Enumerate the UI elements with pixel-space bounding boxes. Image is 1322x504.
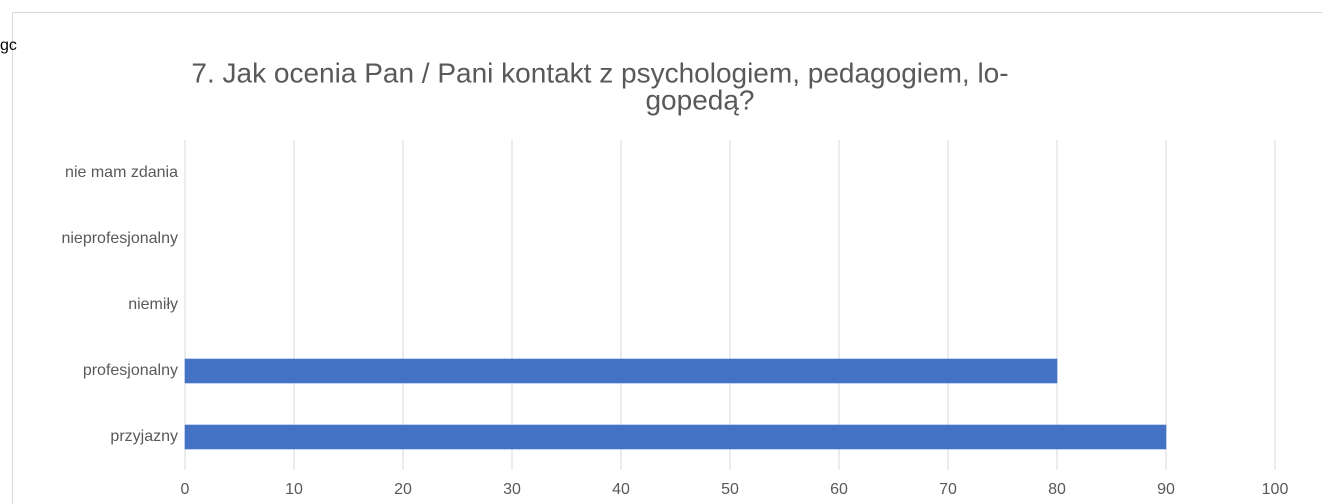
y-tick-label: przyjazny: [110, 428, 178, 445]
chart-title: 7. Jak ocenia Pan / Pani kontakt z psych…: [191, 57, 1008, 88]
page-bg: [0, 30, 11, 60]
x-tick-label: 60: [830, 481, 848, 498]
bar: [184, 424, 1167, 450]
bar: [184, 358, 1058, 384]
y-tick-label: nieprofesjonalny: [61, 230, 178, 247]
x-tick-label: 80: [1048, 481, 1066, 498]
y-tick-label: niemiły: [128, 296, 178, 313]
x-tick-label: 10: [285, 481, 303, 498]
x-tick-label: 70: [939, 481, 957, 498]
x-tick-label: 0: [181, 481, 190, 498]
x-tick-label: 100: [1262, 481, 1289, 498]
x-tick-label: 30: [503, 481, 521, 498]
x-tick-label: 20: [394, 481, 412, 498]
x-tick-label: 50: [721, 481, 739, 498]
y-tick-label: profesjonalny: [83, 362, 178, 379]
x-tick-label: 90: [1157, 481, 1175, 498]
chart-frame: [12, 12, 1322, 504]
x-tick-label: 40: [612, 481, 630, 498]
chart-title: gopedą?: [645, 84, 754, 115]
page-fragment: gc: [0, 37, 17, 54]
y-tick-label: nie mam zdania: [65, 164, 178, 181]
